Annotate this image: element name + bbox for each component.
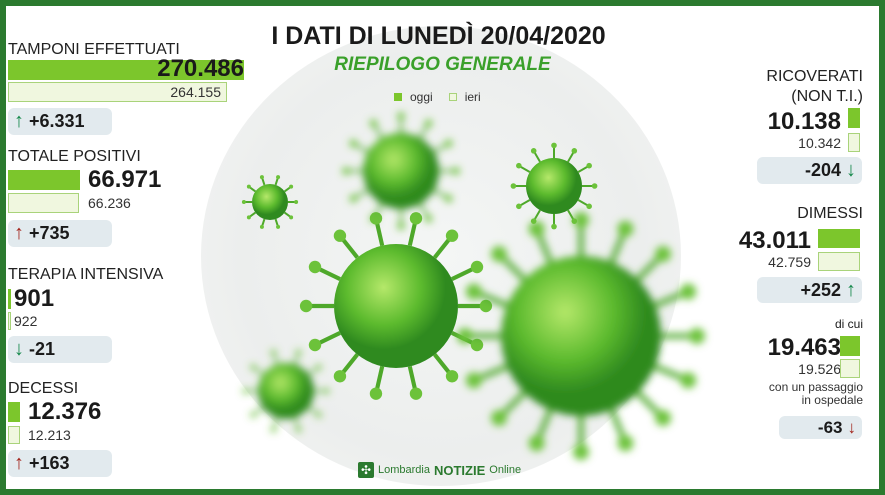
delta-value: -21 — [29, 339, 56, 359]
virus-icon — [242, 349, 330, 433]
ricoverati-delta: -204 ↓ — [757, 157, 862, 184]
virus-icon — [457, 212, 705, 460]
ricoverati-label: RICOVERATI — [766, 68, 863, 85]
tamponi-yesterday-bar — [8, 82, 227, 102]
delta-value: +6.331 — [29, 111, 85, 131]
legend-yesterday: ieri — [464, 90, 481, 104]
ricoverati-today-bar — [848, 108, 860, 128]
dicui-note-line2: in ospedale — [801, 393, 863, 407]
delta-value: +163 — [29, 453, 70, 473]
virus-icon — [299, 212, 493, 400]
logo-text: Lombardia — [378, 464, 430, 476]
tamponi-delta: ↑ +6.331 — [8, 108, 112, 135]
ricoverati-today-value: 10.138 — [767, 108, 841, 135]
infographic: I DATI DI LUNEDÌ 20/04/2020 RIEPILOGO GE… — [6, 6, 879, 489]
tamponi-yesterday-value: 264.155 — [170, 84, 221, 100]
dimessi-yesterday-bar — [818, 252, 860, 271]
legend-today: oggi — [410, 90, 433, 104]
dimessi-label: DIMESSI — [797, 205, 863, 222]
decessi-yesterday-value: 12.213 — [28, 427, 71, 443]
tamponi-today-bar — [8, 60, 244, 80]
positivi-today-bar — [8, 170, 80, 190]
dicui-delta: -63 ↓ — [779, 416, 862, 439]
positivi-label: TOTALE POSITIVI — [8, 148, 141, 165]
positivi-yesterday-bar — [8, 193, 79, 213]
ricoverati-yesterday-bar — [848, 133, 860, 152]
arrow-down-icon: ↓ — [846, 159, 856, 181]
ricoverati-sublabel: (NON T.I.) — [791, 88, 863, 105]
terapia-delta: ↓ -21 — [8, 336, 112, 363]
legend: oggi ieri — [394, 90, 481, 104]
dicui-today-bar — [840, 336, 860, 356]
terapia-today-bar — [8, 289, 11, 309]
decessi-label: DECESSI — [8, 380, 79, 397]
subtitle: RIEPILOGO GENERALE — [334, 54, 551, 75]
legend-yesterday-swatch — [448, 93, 457, 101]
delta-value: -204 — [804, 160, 841, 180]
delta-value: +735 — [29, 223, 70, 243]
lombardia-logo-icon: ✣ — [358, 462, 374, 478]
decessi-today-bar — [8, 402, 20, 422]
delta-value: -63 — [817, 417, 843, 437]
dicui-yesterday-bar — [840, 359, 860, 378]
virus-icon — [241, 175, 299, 229]
decessi-today-value: 12.376 — [28, 398, 102, 425]
logo-text-online: Online — [489, 464, 522, 476]
positivi-delta: ↑ +735 — [8, 220, 112, 247]
arrow-down-icon: ↓ — [14, 338, 24, 360]
footer-logo: ✣ Lombardia NOTIZIE Online — [358, 462, 521, 478]
delta-value: +252 — [800, 279, 841, 300]
virus-icon — [342, 112, 460, 230]
arrow-down-icon: ↓ — [847, 417, 857, 437]
virus-illustration — [241, 112, 705, 460]
decessi-yesterday-bar — [8, 426, 20, 444]
tamponi-label: TAMPONI EFFETTUATI — [8, 41, 180, 58]
terapia-label: TERAPIA INTENSIVA — [8, 266, 164, 283]
dicui-label: di cui — [834, 317, 863, 331]
logo-text-notizie: NOTIZIE — [433, 462, 486, 478]
dimessi-yesterday-value: 42.759 — [768, 254, 811, 270]
terapia-yesterday-value: 922 — [14, 313, 38, 329]
terapia-yesterday-bar — [8, 312, 11, 330]
arrow-up-icon: ↑ — [14, 110, 24, 132]
terapia-today-value: 901 — [14, 285, 55, 312]
dicui-yesterday-value: 19.526 — [798, 361, 841, 377]
arrow-up-icon: ↑ — [846, 278, 856, 301]
positivi-yesterday-value: 66.236 — [88, 195, 131, 211]
dimessi-delta: +252 ↑ — [757, 277, 862, 303]
page-title: I DATI DI LUNEDÌ 20/04/2020 — [271, 22, 606, 50]
ricoverati-yesterday-value: 10.342 — [798, 135, 841, 151]
arrow-up-icon: ↑ — [14, 222, 24, 244]
dimessi-today-bar — [818, 229, 860, 248]
tamponi-today-value: 270.486 — [157, 55, 244, 82]
dicui-note-line1: con un passaggio — [768, 380, 863, 394]
arrow-up-icon: ↑ — [14, 452, 24, 474]
decessi-delta: ↑ +163 — [8, 450, 112, 477]
dicui-today-value: 19.463 — [767, 334, 841, 361]
legend-today-swatch — [394, 93, 402, 101]
positivi-today-value: 66.971 — [88, 166, 162, 193]
dimessi-today-value: 43.011 — [738, 227, 811, 254]
